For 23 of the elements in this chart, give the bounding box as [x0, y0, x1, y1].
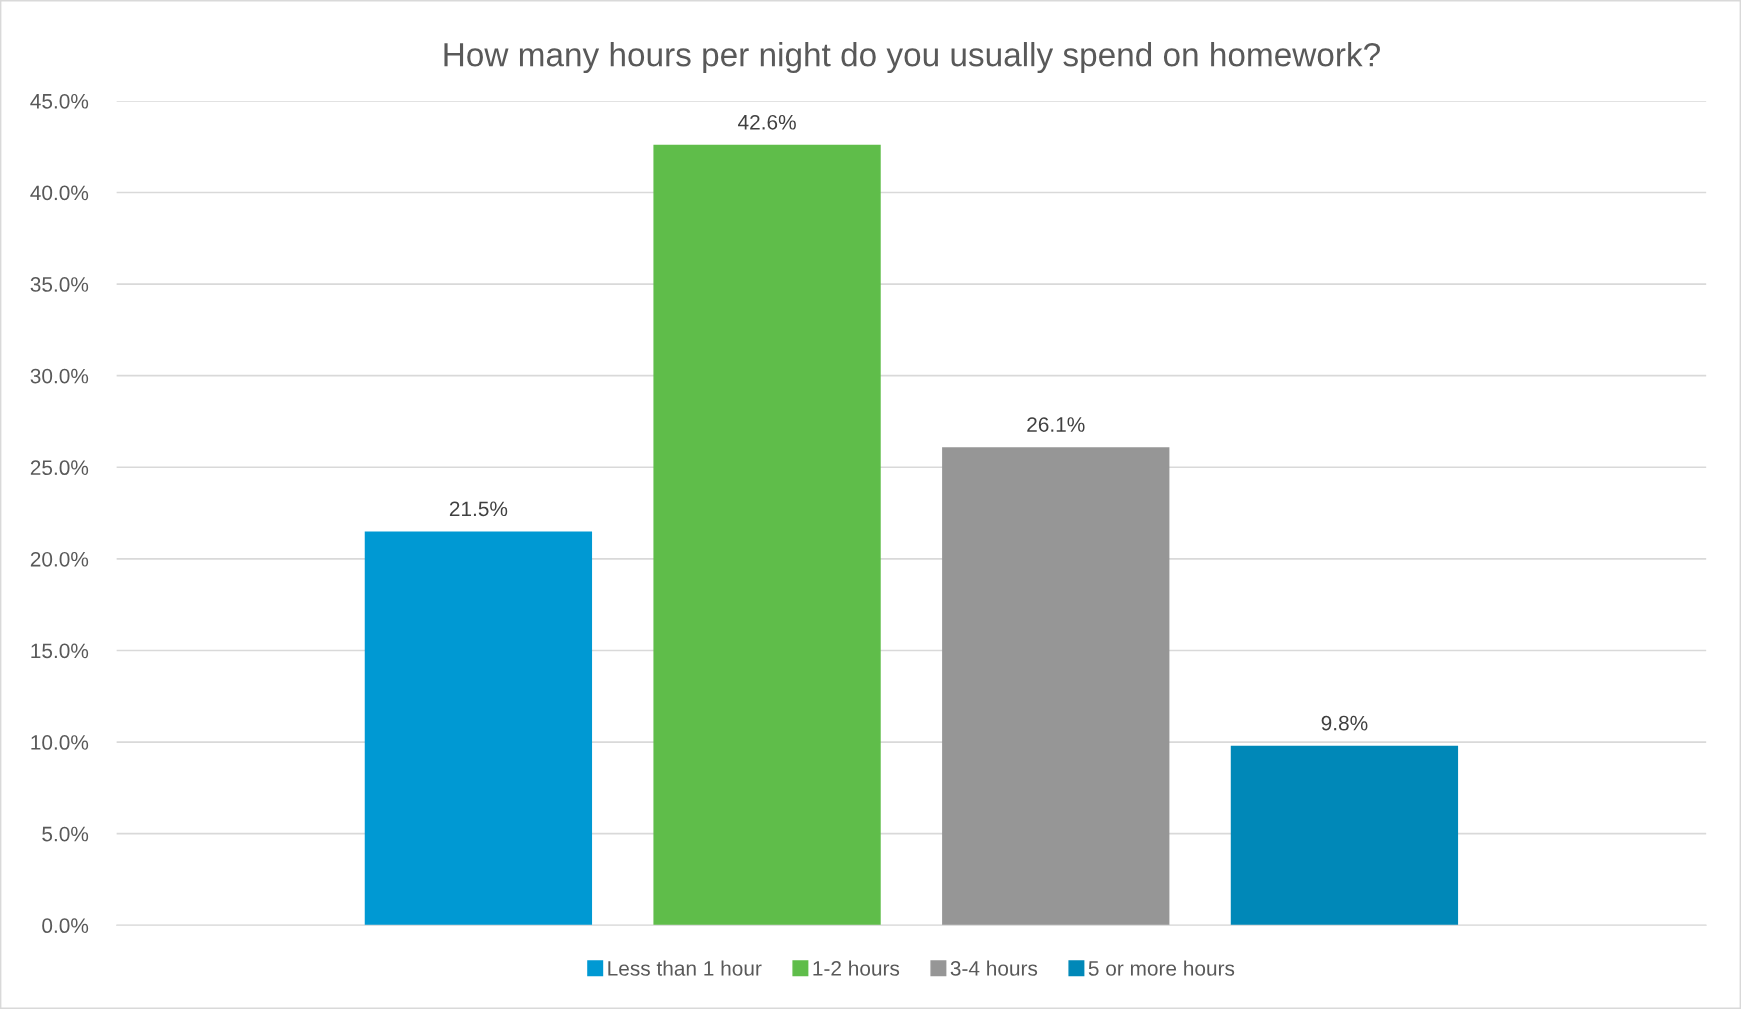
y-tick-label: 0.0%	[42, 918, 89, 934]
y-tick-label: 40.0%	[30, 185, 89, 201]
y-tick-label: 10.0%	[31, 735, 89, 750]
y-tick-label: 30.0%	[30, 368, 89, 384]
legend-label: Less than 1 hour	[608, 960, 762, 976]
bar	[364, 531, 593, 926]
y-tick-label: 20.0%	[30, 551, 89, 567]
data-label: 42.6%	[738, 114, 796, 130]
bar	[942, 447, 1170, 926]
data-label: 21.5%	[449, 501, 508, 517]
legend-label: 3-4 hours	[950, 960, 1038, 976]
y-tick-label: 25.0%	[30, 460, 89, 476]
y-tick-label: 5.0%	[42, 826, 89, 842]
y-tick-label: 15.0%	[31, 643, 89, 659]
legend-label: 1-2 hours	[813, 960, 900, 976]
y-tick-label: 35.0%	[30, 277, 89, 292]
bar	[1230, 745, 1459, 926]
data-label: 26.1%	[1027, 417, 1085, 432]
y-tick-label: 45.0%	[30, 93, 89, 109]
legend-label: 5 or more hours	[1088, 960, 1235, 976]
chart-title: How many hours per night do you usually spend on homework?	[444, 42, 1380, 74]
bar	[653, 144, 881, 926]
data-label: 9.8%	[1321, 715, 1368, 731]
